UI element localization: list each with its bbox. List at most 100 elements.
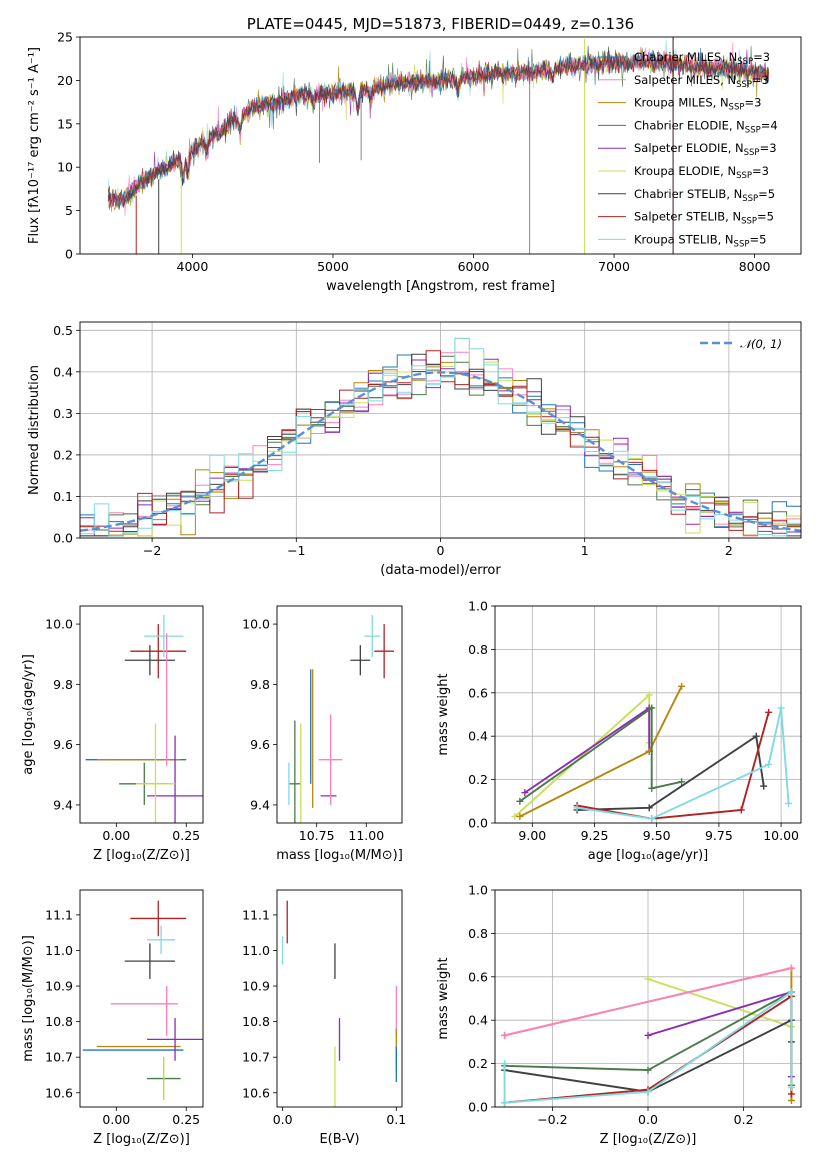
axis-frame-mass_vs_EBV: 0.0 0.1 10.6 10.7 10.8 10.9 11.0 11.1 E(B-V) xyxy=(242,889,406,1147)
axis-frame-age_vs_Z: 0.00 0.25 9.4 9.6 9.8 10.0 Z [log₁₀(Z/Z⊙)] age … xyxy=(21,605,204,863)
x-tick-label: 10.00 xyxy=(763,828,799,843)
weight-series-line xyxy=(577,734,765,811)
x-axis-label: Z [log₁₀(Z/Z⊙)] xyxy=(93,848,190,863)
x-tick-label: 0.25 xyxy=(172,1112,200,1127)
axes-frame xyxy=(79,605,204,824)
weight-point-marker xyxy=(787,1083,795,1091)
legend-label-sub: SSP xyxy=(742,194,758,204)
axes-frame xyxy=(276,889,403,1108)
y-tick-label: 0.2 xyxy=(468,772,488,787)
errorbar-point xyxy=(124,943,176,979)
normal-curve xyxy=(80,371,801,532)
x-tick-label: 0 xyxy=(437,543,445,558)
plot-area-spectrum xyxy=(107,37,769,254)
weight-series-line xyxy=(576,712,770,820)
errorbar-point xyxy=(147,735,203,823)
legend-label-sub: SSP xyxy=(736,80,752,90)
y-axis-label: mass weight xyxy=(436,673,451,755)
histogram-series xyxy=(80,350,801,538)
y-tick-label: 1.0 xyxy=(468,599,488,614)
y-tick-label: 11.0 xyxy=(242,943,270,958)
x-tick-label: −1 xyxy=(287,543,305,558)
weight-point-marker xyxy=(760,782,768,790)
y-axis-label: mass weight xyxy=(436,957,451,1039)
x-tick-label: 8000 xyxy=(739,259,771,274)
y-tick-label: 20 xyxy=(57,73,73,88)
y-tick-label: 5 xyxy=(65,203,73,218)
y-tick-label: 0.2 xyxy=(53,447,73,462)
weight-series-line xyxy=(519,685,683,818)
plot-area-residuals xyxy=(80,337,801,538)
axis-frame-mass_vs_Z: 0.00 0.25 10.6 10.7 10.8 10.9 11.0 11.1 Z [log₁₀… xyxy=(21,889,204,1147)
axes-age_vs_mass xyxy=(288,615,395,823)
weight-point-marker xyxy=(787,1096,795,1104)
axis-frame-weight_vs_age: 9.00 9.25 9.50 9.75 10.00 0.0 0.2 0.4 0.6 0.8 1.0 a… xyxy=(436,599,802,863)
weight-series-line xyxy=(576,707,790,820)
legend-label-main: Kroupa STELIB, N xyxy=(634,232,734,246)
axis-frame-residuals: −2 −1 0 1 2 0.0 0.1 0.2 0.3 0.4 0.5 (data-model)/er… xyxy=(27,321,802,578)
weight-point-marker xyxy=(765,708,773,716)
axes-frame xyxy=(494,605,802,824)
x-tick-label: 1 xyxy=(581,543,589,558)
x-axis-label: mass [log₁₀(M/M⊙)] xyxy=(276,848,403,863)
legend-label-end: =3 xyxy=(752,73,769,87)
axes-frame xyxy=(79,889,204,1108)
weight-point-marker xyxy=(785,799,793,807)
x-tick-label: 9.25 xyxy=(581,828,609,843)
legend-label: Kroupa STELIB, NSSP=5 xyxy=(634,232,766,249)
weight-point-marker xyxy=(678,778,686,786)
x-tick-label: 5000 xyxy=(317,259,349,274)
y-tick-label: 10.6 xyxy=(242,1085,270,1100)
weight-point-marker xyxy=(787,964,795,972)
y-axis-label: age [log₁₀(age/yr)] xyxy=(21,654,36,775)
weight-series-line xyxy=(514,692,651,818)
weight-point-marker xyxy=(644,1066,652,1074)
legend-label-sub: SSP xyxy=(736,171,752,181)
y-tick-label: 0.2 xyxy=(468,1056,488,1071)
y-tick-label: 0.4 xyxy=(468,729,488,744)
legend-label: Chabrier STELIB, NSSP=5 xyxy=(634,187,775,204)
y-tick-label: 9.6 xyxy=(53,737,73,752)
weight-point-marker xyxy=(501,1031,509,1039)
y-tick-label: 9.4 xyxy=(250,797,270,812)
legend-label-main: Salpeter MILES, N xyxy=(634,73,736,87)
y-tick-label: 10.0 xyxy=(242,617,270,632)
legend-label: Kroupa ELODIE, NSSP=3 xyxy=(634,164,769,181)
y-tick-label: 1.0 xyxy=(468,883,488,898)
weight-point-marker xyxy=(501,1060,509,1068)
errorbar-point xyxy=(135,723,176,823)
weight-point-marker xyxy=(777,704,785,712)
y-tick-label: 11.1 xyxy=(242,907,270,922)
y-tick-label: 10.8 xyxy=(242,1014,270,1029)
x-tick-label: 11.00 xyxy=(348,828,384,843)
legend-label-end: =4 xyxy=(761,118,778,132)
legend-label: Chabrier ELODIE, NSSP=4 xyxy=(634,118,778,135)
errorbar-point xyxy=(130,900,187,937)
legend-label: Salpeter MILES, NSSP=3 xyxy=(634,73,769,90)
x-tick-label: 0.00 xyxy=(102,828,130,843)
errorbar-point xyxy=(124,645,176,676)
y-tick-label: 0.5 xyxy=(53,323,73,338)
legend-label: Chabrier MILES, NSSP=3 xyxy=(634,50,770,67)
axis-frame-age_vs_mass: 10.75 11.00 9.4 9.6 9.8 10.0 mass [log₁₀(M/M⊙)… xyxy=(242,605,403,863)
y-tick-label: 0.0 xyxy=(468,816,488,831)
legend-label-main: Chabrier MILES, N xyxy=(634,50,737,64)
x-axis-label: E(B-V) xyxy=(319,1132,359,1147)
y-tick-label: 0.4 xyxy=(468,1013,488,1028)
y-tick-label: 10 xyxy=(57,160,73,175)
y-tick-label: 10.7 xyxy=(242,1050,270,1065)
x-tick-label: 0.00 xyxy=(102,1112,130,1127)
legend-label: Salpeter ELODIE, NSSP=3 xyxy=(634,141,777,158)
legend-label-end: =3 xyxy=(752,164,769,178)
y-tick-label: 10.9 xyxy=(45,979,73,994)
legend-label-end: =3 xyxy=(744,96,761,110)
errorbar-point xyxy=(350,645,371,676)
weight-point-marker xyxy=(644,975,652,983)
x-tick-label: 0.0 xyxy=(273,1112,293,1127)
weight-point-marker xyxy=(516,797,524,805)
weight-point-marker xyxy=(752,732,760,740)
plot-area-age_vs_Z xyxy=(85,615,203,823)
x-tick-label: 0.1 xyxy=(386,1112,406,1127)
x-tick-label: 10.75 xyxy=(299,828,335,843)
